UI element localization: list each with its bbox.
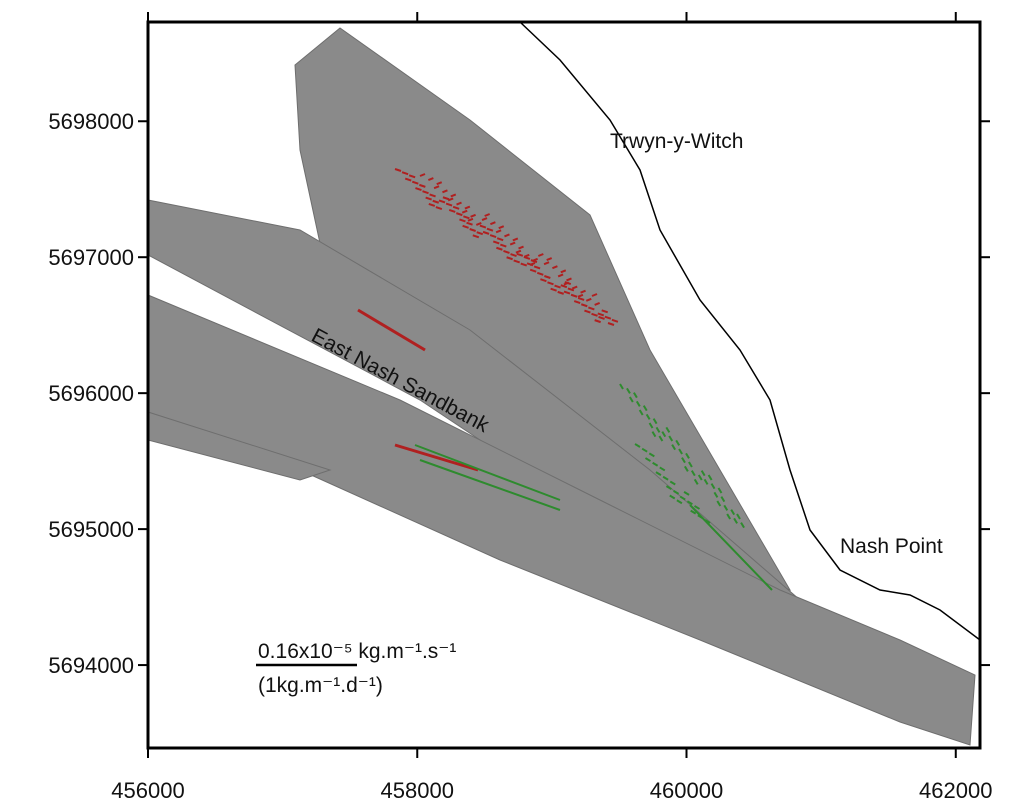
y-tick-label: 5698000 — [48, 109, 134, 134]
place-label: Trwyn-y-Witch — [610, 130, 743, 153]
x-tick-label: 456000 — [111, 778, 184, 803]
x-tick-label: 462000 — [919, 778, 992, 803]
place-label: Nash Point — [840, 535, 943, 558]
map-figure: 456000 458000 460000 462000 5694000 5695000 56… — [0, 0, 1024, 809]
scale-label: (1kg.m⁻¹.d⁻¹) — [258, 674, 383, 697]
y-tick-label: 5694000 — [48, 653, 134, 678]
y-tick-label: 5697000 — [48, 245, 134, 270]
x-tick-label: 458000 — [381, 778, 454, 803]
scale-label: 0.16x10⁻⁵ kg.m⁻¹.s⁻¹ — [258, 640, 456, 663]
swaths — [148, 28, 975, 745]
y-tick-label: 5695000 — [48, 517, 134, 542]
x-tick-label: 460000 — [650, 778, 723, 803]
y-tick-label: 5696000 — [48, 381, 134, 406]
